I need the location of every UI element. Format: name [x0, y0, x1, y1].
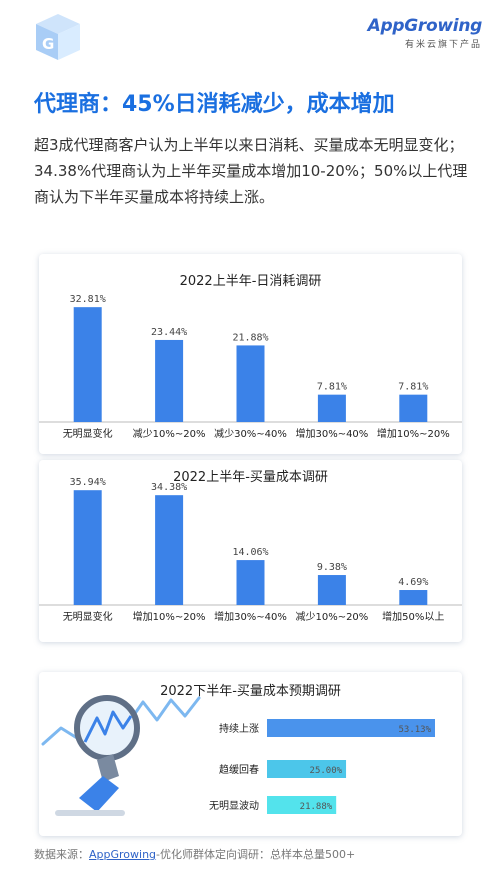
bar — [267, 719, 435, 737]
bar — [155, 339, 184, 422]
data-label: 21.88% — [300, 802, 333, 812]
bar — [267, 760, 347, 778]
bar — [73, 490, 102, 605]
y-tick-label: 无明显波动 — [209, 799, 259, 812]
x-tick-label: 增加30%~40% — [295, 427, 368, 440]
source-brand-link[interactable]: AppGrowing — [89, 848, 157, 861]
chart-title: 2022上半年-日消耗调研 — [179, 274, 322, 289]
brand-logo: AppGrowing 有米云旗下产品 — [367, 16, 483, 50]
data-label: 34.38% — [151, 482, 187, 493]
cube-logo-icon: G — [36, 14, 80, 60]
bar — [73, 307, 102, 422]
acquisition-cost-chart: 35.94% 无明显变化 34.38% 增加10%~20% 14.06% 增加30%~40… — [39, 477, 462, 623]
forecast-chart-card: 2022下半年-买量成本预期调研 持续上涨 53.13% 趋缓回春 25.00% 无明显… — [39, 672, 462, 836]
page-title: 代理商：45%日消耗减少，成本增加 — [34, 92, 395, 117]
chart-title: 2022下半年-买量成本预期调研 — [160, 684, 341, 699]
source-suffix: -优化师群体定向调研：总样本总量500+ — [156, 848, 356, 861]
chart-title: 2022上半年-买量成本调研 — [173, 470, 328, 485]
data-label: 25.00% — [310, 766, 343, 776]
svg-text:G: G — [42, 35, 54, 53]
x-tick-label: 无明显变化 — [63, 427, 113, 440]
source-prefix: 数据来源： — [34, 848, 89, 861]
brand-tagline: 有米云旗下产品 — [404, 40, 482, 50]
data-source-note: 数据来源：AppGrowing-优化师群体定向调研：总样本总量500+ — [34, 846, 355, 862]
data-label: 53.13% — [398, 725, 431, 735]
daily-spend-chart: 32.81% 无明显变化 23.44% 减少10%~20% 21.88% 减少30%~40… — [39, 294, 462, 440]
x-tick-label: 减少10%~20% — [295, 611, 368, 623]
bar — [267, 796, 337, 814]
data-label: 7.81% — [398, 382, 428, 393]
bar — [399, 590, 428, 605]
bar — [399, 394, 428, 422]
x-tick-label: 无明显变化 — [63, 610, 113, 623]
data-label: 14.06% — [232, 547, 268, 558]
bar — [236, 345, 265, 422]
data-label: 32.81% — [70, 294, 106, 305]
data-label: 21.88% — [232, 332, 268, 343]
y-tick-label: 趋缓回春 — [219, 763, 259, 776]
data-label: 9.38% — [317, 562, 347, 573]
cost-forecast-chart: 持续上涨 53.13% 趋缓回春 25.00% 无明显波动 21.88% — [41, 695, 435, 816]
bar — [317, 575, 346, 605]
cost-chart-card: 2022上半年-买量成本调研 35.94% 无明显变化 34.38% 增加10%~20… — [39, 460, 462, 642]
data-label: 7.81% — [317, 382, 347, 393]
x-tick-label: 增加10%~20% — [377, 427, 450, 440]
daily-spend-chart-card: 2022上半年-日消耗调研 32.81% 无明显变化 23.44% 减少10%~20%… — [39, 254, 462, 454]
x-tick-label: 减少30%~40% — [214, 428, 287, 440]
magnifier-illustration-icon — [41, 695, 201, 816]
x-tick-label: 增加10%~20% — [133, 610, 206, 623]
x-tick-label: 减少10%~20% — [133, 428, 206, 440]
x-tick-label: 增加30%~40% — [214, 610, 287, 623]
intro-paragraph: 超3成代理商客户认为上半年以来日消耗、买量成本无明显变化；34.38%代理商认为… — [34, 136, 468, 206]
data-label: 4.69% — [398, 577, 428, 588]
x-tick-label: 增加50%以上 — [382, 610, 444, 623]
data-label: 23.44% — [151, 327, 187, 338]
y-tick-label: 持续上涨 — [219, 722, 259, 735]
data-label: 35.94% — [70, 477, 106, 488]
bar — [155, 495, 184, 605]
bar — [317, 394, 346, 422]
brand-name: AppGrowing — [367, 16, 483, 36]
bar — [236, 560, 265, 605]
